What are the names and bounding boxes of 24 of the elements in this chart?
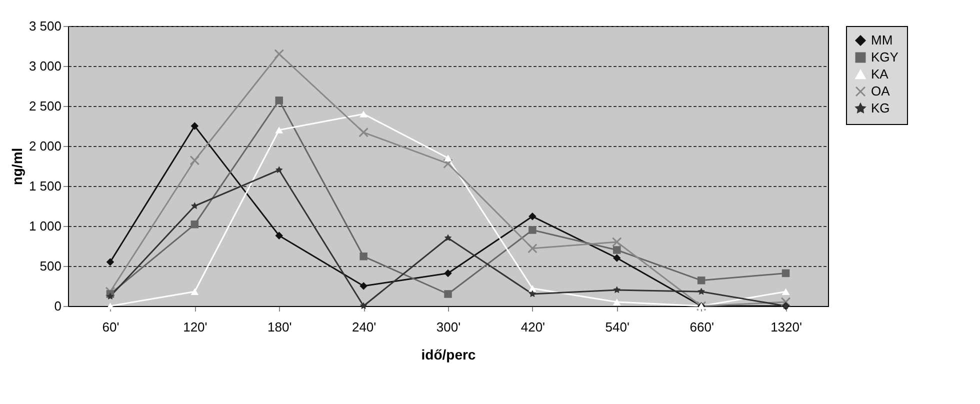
y-tick-label: 0 [54,298,62,314]
x-tick-label: 240' [352,320,376,334]
x-tick-label: 1320' [770,320,802,334]
x-tick-label: 300' [436,320,461,334]
x-tick-label: 120' [183,320,208,334]
y-tick-label: 1 000 [28,218,62,234]
legend-label: KGY [871,50,899,64]
x-tick-label: 660' [690,320,714,334]
y-tick-label: 2 000 [28,138,62,154]
x-axis-title: idő/perc [421,346,476,362]
y-tick-label: 1 500 [28,178,62,194]
x-tick-label: 420' [520,320,546,334]
y-tick-label: 2 500 [28,98,62,114]
y-tick-label: 3 500 [28,18,62,34]
y-tick-label: 500 [40,258,62,274]
y-tick-label: 3 000 [28,58,62,74]
legend-label: KA [871,66,889,82]
legend-label: KG [871,100,890,116]
legend-label: MM [871,32,893,48]
x-tick-label: 60' [102,320,120,334]
y-axis-title: ng/ml [8,148,25,186]
x-tick-label: 180' [268,320,292,334]
legend-label: OA [871,84,890,98]
x-tick-label: 540' [605,320,630,334]
